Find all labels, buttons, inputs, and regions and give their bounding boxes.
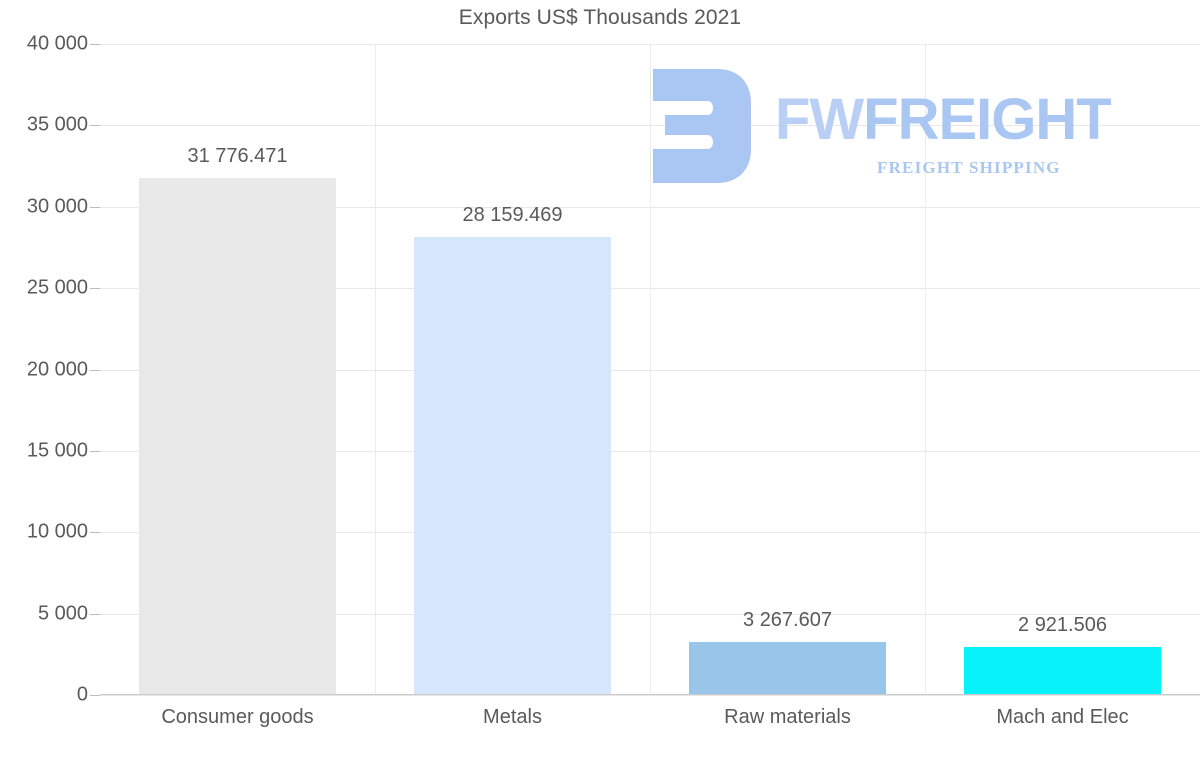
x-axis-category-label: Mach and Elec: [996, 706, 1129, 728]
y-axis-tick-mark: [90, 369, 100, 371]
gridline-vertical: [375, 44, 376, 695]
bar-value-label: 3 267.607: [743, 608, 832, 631]
y-axis-tick-mark: [90, 450, 100, 452]
y-axis-tick-label: 30 000: [26, 195, 88, 218]
y-axis-tick-label: 10 000: [26, 520, 88, 543]
y-axis-tick-mark: [90, 44, 100, 45]
x-axis-category-label: Consumer goods: [161, 706, 314, 728]
bar-4[interactable]: [964, 647, 1161, 695]
y-axis-tick-label: 5 000: [37, 602, 88, 625]
y-axis-tick-mark: [90, 125, 100, 127]
y-axis-tick-mark: [90, 695, 100, 696]
y-axis-tick-label: 40 000: [26, 32, 88, 55]
x-axis-category-label: Raw materials: [724, 706, 851, 728]
bar-value-label: 2 921.506: [1018, 614, 1107, 637]
plot-area: 31 776.471 28 159.469 3 267.607 2 921.506: [90, 44, 1200, 696]
gridline-vertical: [650, 44, 651, 695]
x-axis-line: [100, 694, 1200, 695]
gridline-horizontal: [100, 695, 1200, 696]
y-axis-tick-label: 25 000: [26, 276, 88, 299]
y-axis-tick-label: 20 000: [26, 358, 88, 380]
gridline-vertical: [925, 44, 926, 695]
bar-3[interactable]: [689, 641, 886, 695]
y-axis-tick-mark: [90, 532, 100, 534]
x-axis-category-label: Metals: [483, 706, 542, 728]
y-axis-tick-mark: [90, 288, 100, 290]
y-axis-tick-mark: [90, 613, 100, 615]
bar-value-label: 31 776.471: [187, 144, 288, 167]
bar-2[interactable]: [414, 236, 611, 695]
y-axis-tick-mark: [90, 206, 100, 208]
chart-title: Exports US$ Thousands 2021: [458, 6, 742, 29]
y-axis-tick-label: 15 000: [26, 439, 88, 462]
y-axis-tick-label: 0: [76, 683, 88, 706]
bar-value-label: 28 159.469: [462, 203, 563, 226]
y-axis-tick-label: 35 000: [26, 113, 88, 136]
bar-1[interactable]: [139, 177, 336, 695]
